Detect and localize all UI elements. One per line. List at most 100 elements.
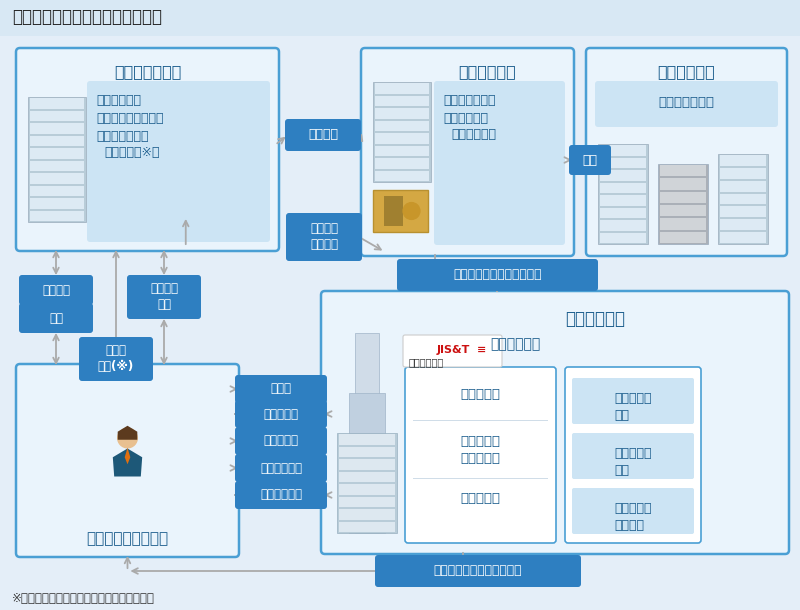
Bar bbox=[600, 232, 646, 243]
Bar bbox=[373, 82, 431, 182]
Text: ・加入者掛金の: ・加入者掛金の bbox=[96, 130, 149, 143]
Bar bbox=[600, 145, 646, 156]
Bar bbox=[718, 154, 768, 244]
Bar bbox=[30, 123, 84, 134]
Bar bbox=[660, 178, 706, 190]
FancyBboxPatch shape bbox=[321, 291, 789, 554]
Text: 運用商品の
選定: 運用商品の 選定 bbox=[614, 392, 652, 422]
Text: データ: データ bbox=[270, 382, 291, 395]
Text: 給付金の請求: 給付金の請求 bbox=[260, 462, 302, 475]
FancyBboxPatch shape bbox=[595, 81, 778, 127]
FancyBboxPatch shape bbox=[375, 555, 581, 587]
Bar bbox=[375, 121, 429, 131]
Text: 企業（事業主）: 企業（事業主） bbox=[114, 64, 181, 79]
Text: 運用指図・裁定結果の通知: 運用指図・裁定結果の通知 bbox=[454, 268, 542, 281]
FancyBboxPatch shape bbox=[16, 364, 239, 557]
Bar bbox=[600, 220, 646, 231]
Bar bbox=[339, 472, 395, 482]
Text: ≡: ≡ bbox=[477, 345, 486, 355]
FancyBboxPatch shape bbox=[19, 275, 93, 305]
Bar bbox=[30, 198, 84, 209]
Text: 給付金の支払: 給付金の支払 bbox=[451, 128, 496, 141]
FancyBboxPatch shape bbox=[19, 303, 93, 333]
Text: 掛金の
拠出(※): 掛金の 拠出(※) bbox=[98, 345, 134, 373]
Bar bbox=[720, 155, 766, 166]
Bar bbox=[339, 447, 395, 457]
Bar bbox=[600, 182, 646, 193]
Bar bbox=[600, 157, 646, 168]
Circle shape bbox=[403, 203, 420, 220]
Bar bbox=[720, 193, 766, 204]
Bar bbox=[339, 497, 395, 507]
Text: 運用: 運用 bbox=[582, 154, 598, 167]
Bar bbox=[600, 170, 646, 181]
Text: 給付金の
支払: 給付金の 支払 bbox=[150, 282, 178, 312]
Circle shape bbox=[118, 428, 138, 448]
Text: 運用商品の
情報提供: 運用商品の 情報提供 bbox=[614, 502, 652, 532]
Text: ・掛金の受入れ: ・掛金の受入れ bbox=[443, 94, 495, 107]
FancyBboxPatch shape bbox=[586, 48, 787, 256]
Bar bbox=[28, 97, 86, 222]
Bar bbox=[660, 218, 706, 230]
Text: 照会／通知: 照会／通知 bbox=[263, 407, 298, 420]
Bar bbox=[660, 232, 706, 243]
FancyBboxPatch shape bbox=[235, 400, 327, 428]
Bar bbox=[375, 133, 429, 143]
Bar bbox=[349, 393, 385, 533]
Bar bbox=[720, 219, 766, 230]
Text: 記録関連業務: 記録関連業務 bbox=[490, 337, 540, 351]
Bar bbox=[355, 333, 379, 533]
Bar bbox=[375, 108, 429, 118]
Bar bbox=[339, 459, 395, 470]
Text: 規約: 規約 bbox=[49, 312, 63, 325]
Bar bbox=[0, 0, 800, 36]
Text: 運用商品の
提示: 運用商品の 提示 bbox=[614, 447, 652, 477]
Text: ・資産保全／: ・資産保全／ bbox=[443, 112, 488, 125]
Bar bbox=[339, 522, 395, 532]
Text: 記録関連業務: 記録関連業務 bbox=[409, 357, 444, 367]
FancyBboxPatch shape bbox=[434, 81, 565, 245]
FancyBboxPatch shape bbox=[572, 433, 694, 479]
FancyBboxPatch shape bbox=[79, 337, 153, 381]
FancyBboxPatch shape bbox=[569, 145, 611, 175]
Text: 給付金の決定: 給付金の決定 bbox=[260, 489, 302, 501]
Bar bbox=[384, 196, 403, 226]
Text: 運用商品の提示／情報提供: 運用商品の提示／情報提供 bbox=[434, 564, 522, 578]
Bar bbox=[600, 195, 646, 206]
Text: 運用商品の提供: 運用商品の提供 bbox=[658, 96, 714, 109]
FancyBboxPatch shape bbox=[565, 367, 701, 543]
Bar bbox=[375, 158, 429, 168]
Bar bbox=[339, 509, 395, 520]
Bar bbox=[375, 146, 429, 156]
Text: 企業型年金制度の全体イメージ図: 企業型年金制度の全体イメージ図 bbox=[12, 8, 162, 26]
FancyBboxPatch shape bbox=[127, 275, 201, 319]
Bar bbox=[30, 110, 84, 121]
Text: JIS&T: JIS&T bbox=[436, 345, 470, 355]
Polygon shape bbox=[118, 426, 138, 440]
Polygon shape bbox=[113, 448, 142, 476]
Bar bbox=[600, 207, 646, 218]
Bar bbox=[413, 420, 548, 421]
FancyBboxPatch shape bbox=[235, 427, 327, 455]
FancyBboxPatch shape bbox=[361, 48, 574, 256]
Text: 運用の指図: 運用の指図 bbox=[263, 434, 298, 448]
Text: 資産管理機関: 資産管理機関 bbox=[458, 64, 516, 79]
Text: 運用指図の
取りまとめ: 運用指図の 取りまとめ bbox=[461, 435, 501, 465]
Bar bbox=[339, 484, 395, 495]
FancyBboxPatch shape bbox=[285, 119, 361, 151]
FancyBboxPatch shape bbox=[572, 378, 694, 424]
Bar bbox=[720, 206, 766, 217]
FancyBboxPatch shape bbox=[16, 48, 279, 251]
FancyBboxPatch shape bbox=[286, 213, 362, 261]
Text: 給付の裁定: 給付の裁定 bbox=[461, 492, 501, 505]
Bar bbox=[720, 181, 766, 192]
FancyBboxPatch shape bbox=[572, 488, 694, 534]
Bar bbox=[30, 173, 84, 184]
Bar bbox=[660, 192, 706, 203]
Text: 給与控除（※）: 給与控除（※） bbox=[104, 146, 159, 159]
Polygon shape bbox=[125, 448, 130, 464]
Bar bbox=[413, 478, 548, 479]
Text: 記録の管理: 記録の管理 bbox=[461, 388, 501, 401]
Text: ・規約の作成: ・規約の作成 bbox=[96, 94, 141, 107]
Text: 加入者（受給権者）: 加入者（受給権者） bbox=[86, 531, 169, 546]
